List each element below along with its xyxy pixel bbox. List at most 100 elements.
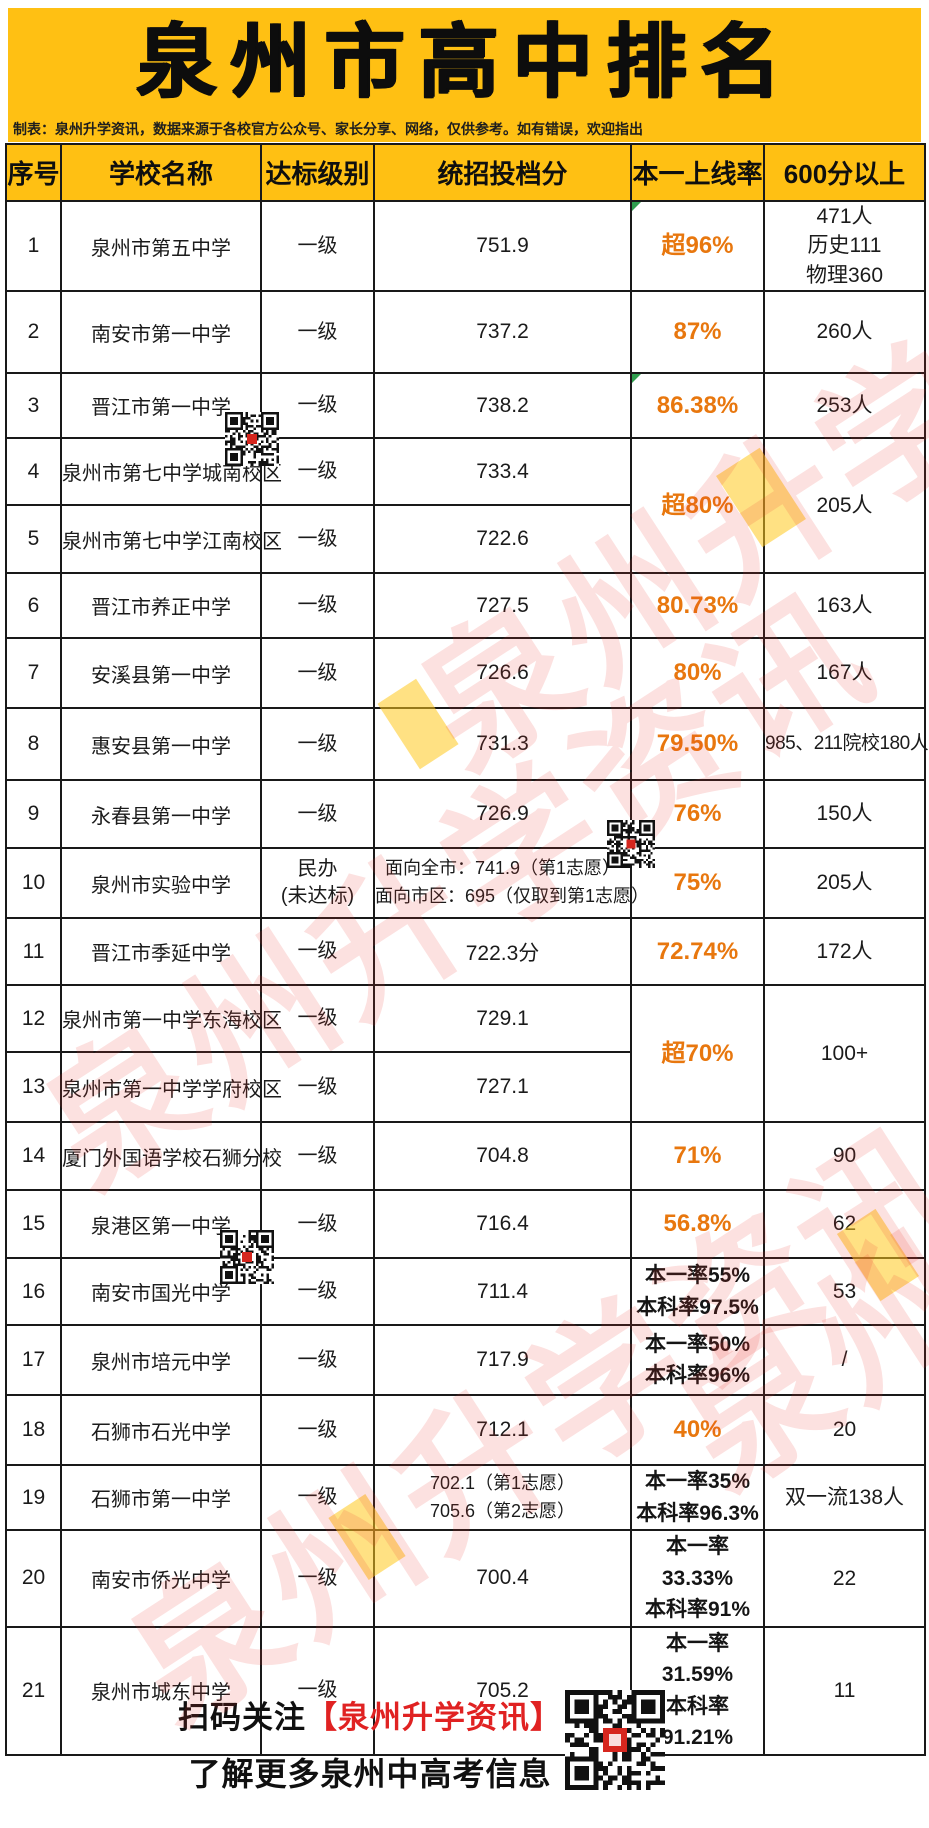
six-hundred-plus-cell: 163人 bbox=[763, 572, 926, 640]
admission-score-cell: 716.4 bbox=[373, 1189, 632, 1260]
school-name-cell: 厦门外国语学校石狮分校 bbox=[60, 1121, 282, 1192]
admission-score-cell: 726.9 bbox=[373, 779, 632, 850]
rank-number-cell: 15 bbox=[5, 1189, 62, 1260]
level-cell: 一级 bbox=[260, 1324, 375, 1397]
admission-score-cell: 704.8 bbox=[373, 1121, 632, 1192]
rank-number-cell: 6 bbox=[5, 572, 62, 640]
admission-score-cell: 727.5 bbox=[373, 572, 632, 640]
rank-number-cell: 11 bbox=[5, 917, 62, 987]
admission-score-cell: 726.6 bbox=[373, 637, 632, 710]
footer-line2: 了解更多泉州中高考信息 bbox=[188, 1756, 552, 1792]
level-cell: 一级 bbox=[260, 290, 375, 375]
level-line: 一级 bbox=[297, 320, 338, 343]
six-hundred-plus-cell: 205人 bbox=[763, 847, 926, 920]
rank-number-cell: 16 bbox=[5, 1257, 62, 1327]
level-line: 一级 bbox=[297, 1566, 338, 1589]
level-cell: 一级 bbox=[260, 1625, 375, 1756]
table-head-row: 序号 学校名称 达标级别 统招投档分 本一上线率 600分以上 bbox=[5, 143, 926, 202]
score-line: 700.4 bbox=[476, 1566, 529, 1590]
level-line: 一级 bbox=[297, 1679, 338, 1702]
rank-number-cell: 17 bbox=[5, 1324, 62, 1397]
six-hundred-plus-cell: 62 bbox=[763, 1189, 926, 1260]
rank-number-cell: 14 bbox=[5, 1121, 62, 1192]
six-hundred-plus-cell: / bbox=[763, 1324, 926, 1397]
first-tier-rate-cell: 本一率50% 本科率96% bbox=[630, 1324, 765, 1397]
score-line: 704.8 bbox=[476, 1144, 529, 1168]
school-name-cell: 泉州市第一中学学府校区 bbox=[60, 1051, 282, 1124]
level-line: 一级 bbox=[297, 234, 338, 257]
rate-line: 超70% bbox=[661, 1039, 734, 1067]
score-line: 717.9 bbox=[476, 1348, 529, 1372]
score-line: 737.2 bbox=[476, 320, 529, 344]
score-line: 727.5 bbox=[476, 593, 529, 617]
table-row: 14 厦门外国语学校石狮分校 一级 704.8 71% 90 bbox=[5, 1121, 926, 1192]
rate-line: 本科率91.21% bbox=[661, 1694, 734, 1750]
school-name-cell: 南安市第一中学 bbox=[60, 290, 262, 375]
level-cell: 一级 bbox=[260, 1051, 375, 1124]
first-tier-rate-cell: 72.74% bbox=[630, 917, 765, 987]
column-header: 达标级别 bbox=[260, 143, 375, 202]
admission-score-cell: 717.9 bbox=[373, 1324, 632, 1397]
level-line: 一级 bbox=[297, 1075, 338, 1098]
table-row: 17 泉州市培元中学 一级 717.9 本一率50% 本科率96% / bbox=[5, 1324, 926, 1397]
six-hundred-line: 100+ bbox=[820, 1041, 869, 1065]
six-hundred-plus-cell: 11 bbox=[763, 1625, 926, 1756]
qr-code bbox=[220, 1230, 274, 1284]
level-cell: 一级 bbox=[260, 372, 375, 440]
rank-number-cell: 10 bbox=[5, 847, 62, 920]
school-name-cell: 惠安县第一中学 bbox=[60, 707, 262, 782]
rate-line: 本科率96.3% bbox=[636, 1501, 759, 1525]
six-hundred-line: 双一流138人 bbox=[784, 1485, 905, 1509]
admission-score-cell: 731.3 bbox=[373, 707, 632, 782]
level-cell: 一级 bbox=[260, 1189, 375, 1260]
rank-number-cell: 18 bbox=[5, 1394, 62, 1467]
six-hundred-line: 167人 bbox=[816, 661, 873, 685]
six-hundred-line: 53 bbox=[832, 1279, 857, 1303]
six-hundred-line: 62 bbox=[832, 1212, 857, 1236]
level-line: 一级 bbox=[297, 732, 338, 755]
level-cell: 一级 bbox=[260, 1394, 375, 1467]
rate-line: 本科率96% bbox=[644, 1364, 751, 1388]
first-tier-rate-cell: 超80% bbox=[630, 437, 765, 575]
rate-line: 80.73% bbox=[656, 591, 739, 619]
level-cell: 一级 bbox=[260, 1121, 375, 1192]
score-line: 712.1 bbox=[476, 1418, 529, 1442]
level-cell: 一级 bbox=[260, 1464, 375, 1532]
rate-line: 本一率55% bbox=[644, 1264, 751, 1288]
six-hundred-line: 90 bbox=[832, 1144, 857, 1168]
admission-score-cell: 751.9 bbox=[373, 199, 632, 293]
level-line: 一级 bbox=[297, 940, 338, 963]
rate-line: 79.50% bbox=[656, 730, 739, 758]
admission-score-cell: 面向全市：741.9（第1志愿） 面向市区：695（仅取到第1志愿） bbox=[373, 847, 650, 920]
level-line: 一级 bbox=[297, 527, 338, 550]
level-cell: 一级 bbox=[260, 917, 375, 987]
rate-line: 本科率97.5% bbox=[636, 1295, 759, 1319]
rank-number-cell: 4 bbox=[5, 437, 62, 507]
level-cell: 一级 bbox=[260, 1529, 375, 1628]
table-row: 5 泉州市第七中学江南校区 一级 722.6 bbox=[5, 504, 925, 575]
six-hundred-plus-cell: 20 bbox=[763, 1394, 926, 1467]
score-line: 面向全市：741.9（第1志愿） bbox=[384, 858, 621, 879]
column-header: 序号 bbox=[5, 143, 62, 202]
score-line: 711.4 bbox=[477, 1279, 528, 1303]
first-tier-rate-cell: 86.38% bbox=[630, 372, 765, 440]
rate-line: 80% bbox=[673, 659, 722, 687]
rank-number-cell: 3 bbox=[5, 372, 62, 440]
rank-number-cell: 20 bbox=[5, 1529, 62, 1628]
score-line: 722.6 bbox=[476, 527, 529, 551]
rank-number-cell: 19 bbox=[5, 1464, 62, 1532]
score-line: 733.4 bbox=[476, 459, 529, 483]
six-hundred-plus-cell: 985、211院校180人 bbox=[763, 707, 929, 782]
footer-call-to-action: 扫码关注【泉州升学资讯】 了解更多泉州中高考信息 bbox=[158, 1692, 582, 1795]
first-tier-rate-cell: 71% bbox=[630, 1121, 765, 1192]
column-header: 学校名称 bbox=[60, 143, 262, 202]
six-hundred-line: 22 bbox=[832, 1566, 857, 1590]
score-line: 面向市区：695（仅取到第1志愿） bbox=[375, 886, 650, 907]
score-line: 731.3 bbox=[476, 732, 529, 756]
level-cell: 一级 bbox=[260, 637, 375, 710]
rate-line: 超80% bbox=[661, 491, 734, 519]
first-tier-rate-cell: 79.50% bbox=[630, 707, 765, 782]
rank-number-cell: 12 bbox=[5, 984, 62, 1054]
table-row: 4 泉州市第七中学城南校区 一级 733.4 超80% 205人 bbox=[5, 437, 926, 575]
